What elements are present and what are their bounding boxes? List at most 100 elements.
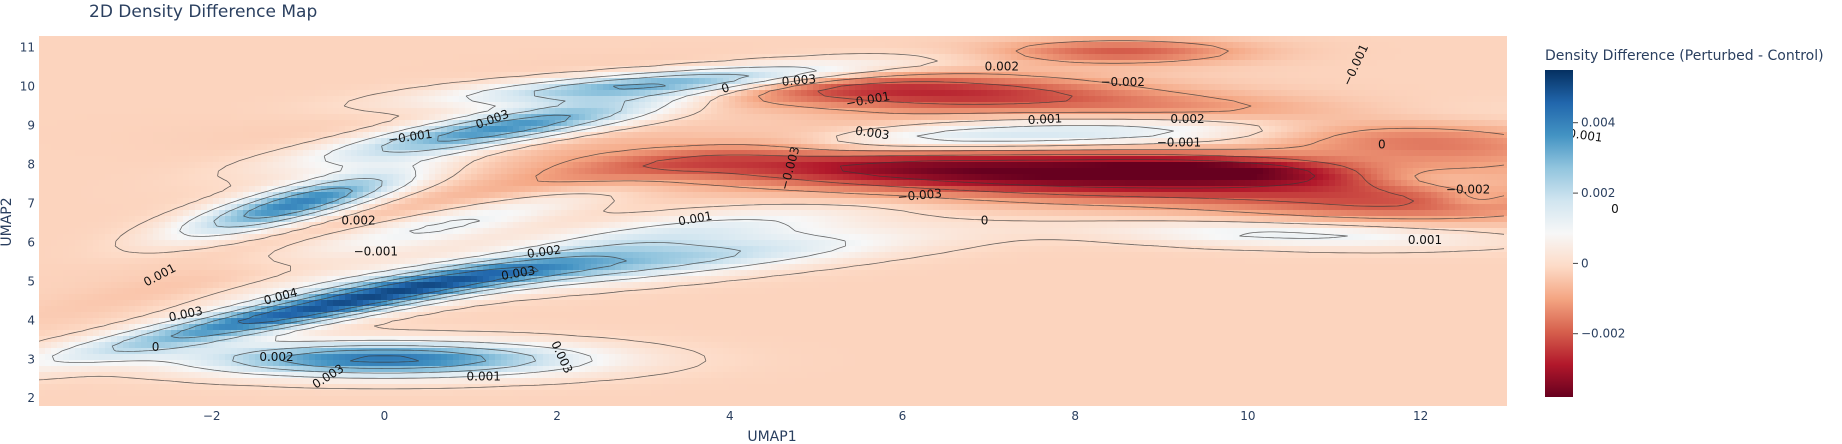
- heatmap-cell: [519, 108, 526, 115]
- heatmap-cell: [1413, 114, 1420, 121]
- heatmap-cell: [1125, 42, 1132, 49]
- heatmap-cell: [525, 42, 532, 49]
- heatmap-cell: [735, 42, 742, 49]
- heatmap-cell: [387, 144, 394, 151]
- heatmap-cell: [309, 60, 316, 67]
- heatmap-cell: [1059, 102, 1066, 109]
- heatmap-cell: [663, 66, 670, 73]
- heatmap-cell: [1479, 48, 1486, 55]
- heatmap-cell: [363, 84, 370, 91]
- heatmap-cell: [1449, 48, 1456, 55]
- heatmap-cell: [693, 150, 700, 157]
- heatmap-cell: [117, 54, 124, 61]
- heatmap-cell: [1263, 36, 1270, 43]
- heatmap-cell: [123, 66, 130, 73]
- heatmap-cell: [711, 36, 718, 43]
- heatmap-cell: [495, 84, 502, 91]
- heatmap-cell: [1353, 42, 1360, 49]
- heatmap-cell: [861, 72, 868, 79]
- heatmap-cell: [897, 96, 904, 103]
- heatmap-cell: [903, 60, 910, 67]
- heatmap-cell: [1167, 102, 1174, 109]
- heatmap-cell: [903, 48, 910, 55]
- heatmap-cell: [1473, 114, 1480, 121]
- heatmap-cell: [1395, 48, 1402, 55]
- heatmap-cell: [219, 108, 226, 115]
- heatmap-cell: [405, 144, 412, 151]
- heatmap-cell: [393, 156, 400, 163]
- heatmap-cell: [1041, 144, 1048, 151]
- heatmap-cell: [369, 144, 376, 151]
- heatmap-cell: [789, 132, 796, 139]
- heatmap-cell: [627, 66, 634, 73]
- heatmap-cell: [153, 132, 160, 139]
- heatmap-cell: [1425, 42, 1432, 49]
- heatmap-cell: [669, 96, 676, 103]
- heatmap-cell: [765, 72, 772, 79]
- heatmap-cell: [579, 60, 586, 67]
- heatmap-cell: [1233, 90, 1240, 97]
- heatmap-cell: [1491, 144, 1498, 151]
- heatmap-cell: [453, 54, 460, 61]
- heatmap-cell: [1095, 54, 1102, 61]
- heatmap-cell: [1335, 102, 1342, 109]
- heatmap-cell: [603, 120, 610, 127]
- heatmap-cell: [1125, 90, 1132, 97]
- heatmap-cell: [513, 114, 520, 121]
- heatmap-cell: [759, 72, 766, 79]
- heatmap-cell: [993, 120, 1000, 127]
- heatmap-cell: [237, 144, 244, 151]
- heatmap-cell: [1365, 132, 1372, 139]
- heatmap-cell: [507, 60, 514, 67]
- heatmap-cell: [207, 54, 214, 61]
- heatmap-cell: [321, 156, 328, 163]
- heatmap-cell: [507, 126, 514, 133]
- heatmap-cell: [393, 42, 400, 49]
- heatmap-cell: [1437, 90, 1444, 97]
- heatmap-cell: [393, 72, 400, 79]
- heatmap-cell: [141, 120, 148, 127]
- heatmap-cell: [1149, 48, 1156, 55]
- heatmap-cell: [183, 126, 190, 133]
- heatmap-cell: [867, 120, 874, 127]
- heatmap-cell: [711, 102, 718, 109]
- heatmap-cell: [309, 90, 316, 97]
- heatmap-cell: [375, 42, 382, 49]
- heatmap-cell: [513, 48, 520, 55]
- heatmap-cell: [1293, 90, 1300, 97]
- heatmap-cell: [1053, 72, 1060, 79]
- heatmap-cell: [1071, 90, 1078, 97]
- heatmap-cell: [273, 126, 280, 133]
- heatmap-cell: [633, 66, 640, 73]
- heatmap-cell: [1233, 144, 1240, 151]
- heatmap-cell: [843, 78, 850, 85]
- heatmap-cell: [1401, 150, 1408, 157]
- heatmap-cell: [1299, 36, 1306, 43]
- heatmap-cell: [81, 132, 88, 139]
- heatmap-cell: [441, 60, 448, 67]
- heatmap-cell: [549, 156, 556, 163]
- heatmap-cell: [1011, 36, 1018, 43]
- heatmap-cell: [969, 150, 976, 157]
- heatmap-cell: [1389, 132, 1396, 139]
- heatmap-cell: [609, 96, 616, 103]
- heatmap-cell: [135, 144, 142, 151]
- heatmap-cell: [399, 36, 406, 43]
- heatmap-cell: [201, 48, 208, 55]
- heatmap-cell: [639, 144, 646, 151]
- heatmap-cell: [333, 54, 340, 61]
- heatmap-cell: [465, 138, 472, 145]
- heatmap-cell: [1407, 150, 1414, 157]
- heatmap-cell: [1467, 108, 1474, 115]
- heatmap-cell: [297, 54, 304, 61]
- heatmap-cell: [237, 102, 244, 109]
- heatmap-cell: [375, 126, 382, 133]
- heatmap-cell: [1101, 78, 1108, 85]
- heatmap-cell: [111, 66, 118, 73]
- heatmap-cell: [165, 72, 172, 79]
- heatmap-cell: [975, 66, 982, 73]
- heatmap-cell: [741, 102, 748, 109]
- heatmap-cell: [543, 54, 550, 61]
- heatmap-cell: [1017, 120, 1024, 127]
